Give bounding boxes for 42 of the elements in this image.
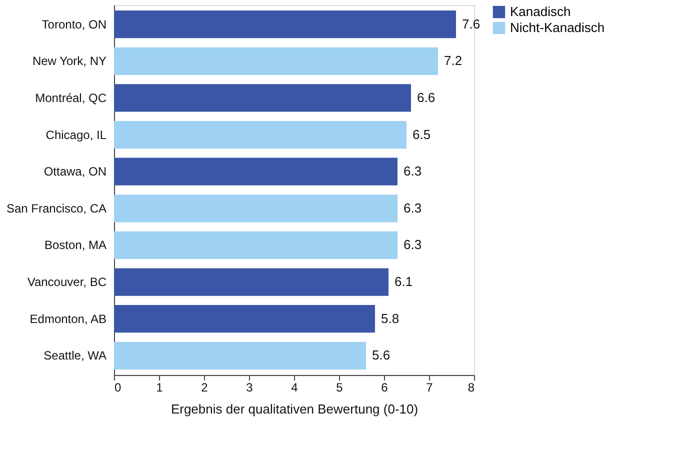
x-tick-label: 2 — [201, 380, 208, 394]
y-tick-label: New York, NY — [32, 54, 106, 68]
data-label: 6.1 — [394, 274, 413, 290]
y-tick-label: Chicago, IL — [46, 128, 107, 142]
x-tick-label: 0 — [114, 380, 122, 394]
y-tick-label: Vancouver, BC — [27, 275, 107, 290]
data-label: 7.6 — [462, 16, 480, 32]
data-label: 5.6 — [372, 348, 390, 363]
bar — [114, 231, 398, 260]
data-label: 6.3 — [404, 164, 422, 179]
legend-label: Nicht-Kanadisch — [510, 20, 605, 35]
data-label: 7.2 — [444, 53, 462, 68]
x-tick-label: 4 — [291, 380, 298, 394]
legend-label: Kanadisch — [510, 4, 571, 19]
x-tick-label: 8 — [468, 380, 475, 394]
bar — [114, 120, 406, 149]
x-tick-label: 7 — [426, 380, 434, 394]
x-tick-label: 5 — [336, 380, 344, 394]
bar — [114, 10, 456, 38]
data-label: 6.3 — [404, 200, 422, 216]
data-label: 6.3 — [404, 237, 422, 252]
y-tick-label: Edmonton, AB — [30, 312, 106, 326]
bar — [114, 305, 375, 333]
bar — [114, 342, 366, 370]
data-label: 5.8 — [381, 310, 400, 326]
bar — [114, 194, 398, 222]
y-tick-label: Montréal, QC — [35, 90, 107, 105]
y-tick-label: Boston, MA — [44, 238, 106, 252]
y-tick-label: San Francisco, CA — [6, 201, 106, 216]
bar — [114, 158, 398, 186]
bar — [114, 84, 411, 112]
bar — [114, 47, 438, 75]
x-tick-label: 1 — [156, 380, 164, 394]
bar — [114, 268, 388, 296]
data-label: 6.5 — [412, 126, 431, 142]
x-tick-label: 6 — [381, 380, 388, 394]
y-tick-label: Seattle, WA — [44, 348, 106, 363]
y-tick-label: Toronto, ON — [42, 17, 106, 32]
y-tick-label: Ottawa, ON — [44, 164, 106, 179]
x-axis-title: Ergebnis der qualitativen Bewertung (0-10) — [170, 402, 418, 416]
x-tick-label: 3 — [246, 380, 254, 394]
data-label: 6.6 — [417, 90, 436, 105]
